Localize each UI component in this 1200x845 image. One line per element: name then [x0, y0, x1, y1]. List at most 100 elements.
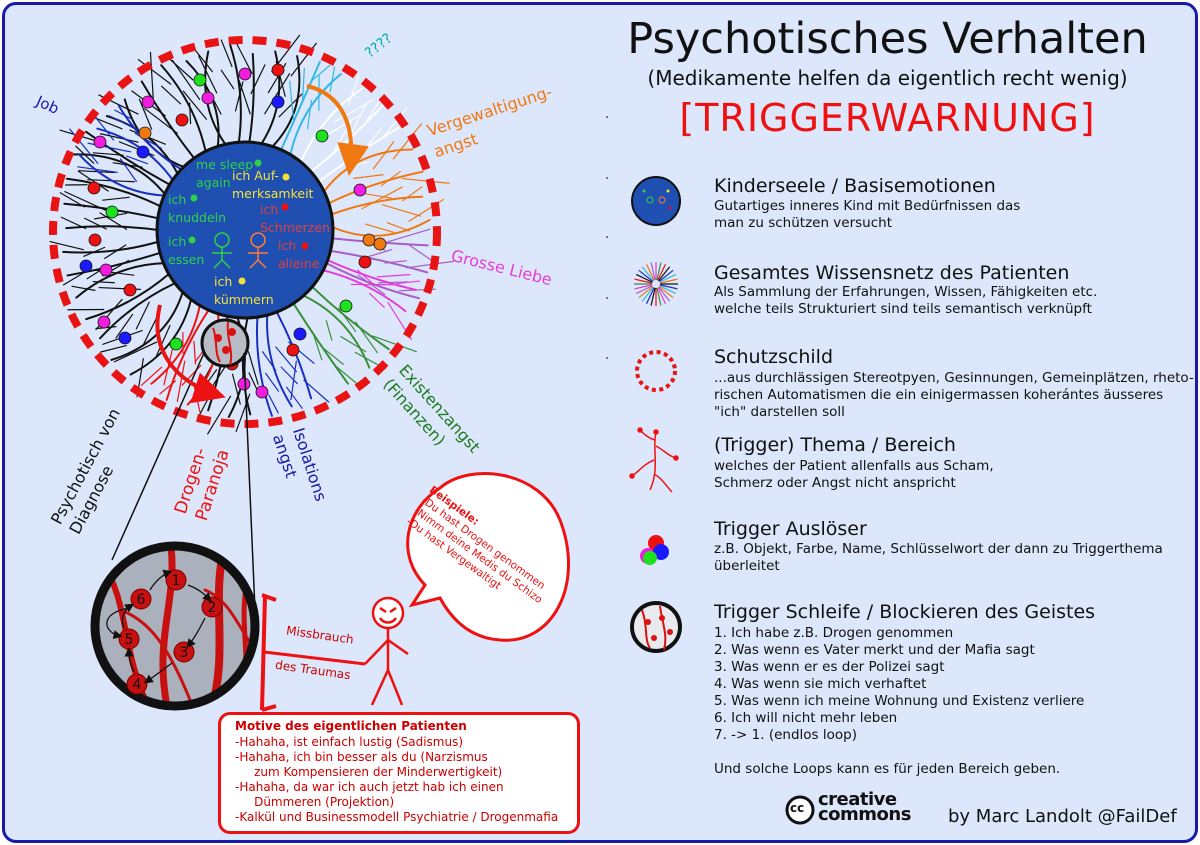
legend-title-3: Schutzschild [714, 346, 834, 368]
branch [92, 112, 115, 141]
branch [176, 360, 186, 403]
zoom-line-right [243, 352, 256, 611]
need-eat: ich essen [168, 234, 205, 267]
loop-node-label: 3 [180, 645, 189, 661]
branch [188, 102, 192, 125]
branch [233, 38, 253, 74]
branch [280, 366, 298, 385]
author-credit: by Marc Landolt @FailDef [948, 806, 1177, 827]
branch [268, 55, 301, 151]
motive-line: -Hahaha, ist einfach lustig (Sadismus) [235, 735, 464, 749]
abuse-line [263, 650, 366, 666]
branch [289, 80, 295, 122]
loop-node-label: 2 [208, 600, 217, 616]
trigger-dot [271, 95, 285, 109]
trigger-dot [362, 233, 376, 247]
motive-line: -Hahaha, da war ich auch jetzt hab ich e… [235, 780, 504, 794]
branch [62, 269, 88, 286]
branch [123, 98, 189, 170]
motive-line: -Hahaha, ich bin besser als du (Narzismu… [235, 750, 488, 764]
branch [329, 66, 336, 93]
branch [138, 98, 153, 130]
branch [142, 314, 159, 347]
branch [266, 314, 293, 408]
branch [355, 321, 379, 354]
branch [380, 170, 401, 187]
branch [113, 341, 158, 363]
branch [264, 73, 291, 115]
branch [325, 170, 424, 206]
branch [241, 316, 252, 416]
loop-node-label: 6 [137, 592, 146, 608]
trigger-dot [136, 145, 150, 159]
branch [247, 52, 255, 148]
trigger-dot [373, 237, 387, 251]
branch [60, 216, 87, 230]
branch [327, 249, 429, 274]
branch [165, 54, 194, 81]
branch [59, 192, 85, 208]
branch [292, 302, 349, 385]
branch [182, 90, 208, 120]
branch [306, 99, 313, 130]
trigger-dot [201, 91, 215, 105]
branch [140, 80, 198, 163]
branch [347, 74, 360, 106]
rape-trigger-arrow [306, 84, 369, 176]
cc-badge-icon: cc [790, 801, 805, 815]
trigger-dot [105, 205, 119, 219]
trigger-dot [169, 337, 183, 351]
branch [406, 243, 435, 263]
motive-line: -Kalkül und Businessmodell Psychiatrie /… [235, 810, 559, 824]
branch [85, 272, 171, 321]
trigger-dot [93, 135, 107, 149]
branch [325, 258, 417, 291]
branch [396, 280, 421, 285]
branch [229, 44, 242, 148]
branch [163, 349, 173, 386]
need-sleep: me sleep again [196, 157, 254, 190]
branch [250, 64, 266, 95]
branch [62, 240, 161, 254]
trigger-dot [315, 129, 329, 143]
branch [125, 155, 149, 165]
branch [75, 262, 166, 299]
branch [220, 39, 233, 68]
trigger-dot [97, 315, 111, 329]
legend-desc-3: ...aus durchlässigen Stereotpyen, Gesinn… [714, 370, 1194, 420]
need-alone: ich alleine [278, 238, 320, 271]
branch [278, 93, 303, 118]
trigger-loop-small [200, 318, 250, 368]
legend-desc-5: z.B. Objekt, Farbe, Name, Schlüsselwort … [714, 541, 1163, 574]
branch [405, 260, 455, 269]
trigger-loop-zoom-border [90, 541, 260, 711]
branch [350, 103, 367, 136]
need-care: ich kümmern [214, 274, 274, 307]
branch [353, 174, 384, 180]
branch [329, 218, 431, 237]
branch [325, 320, 333, 341]
branch [311, 330, 323, 361]
branch [268, 394, 279, 414]
branch [140, 366, 163, 386]
branch [248, 372, 259, 393]
branch [144, 107, 178, 134]
branch [49, 240, 85, 251]
branch [335, 366, 360, 386]
branch [92, 280, 116, 284]
trigger-dot [118, 331, 132, 345]
branch [69, 128, 99, 164]
branch [275, 346, 297, 373]
branch [261, 351, 277, 371]
trigger-loop-small-veins [212, 321, 236, 366]
trigger-loop-nodes: 1 2 3 4 5 6 [118, 569, 223, 695]
branch [357, 269, 376, 286]
legend-desc-1: Gutartiges inneres Kind mit Bedürfnissen… [714, 198, 1021, 231]
branch [385, 228, 431, 243]
deflection-shield [260, 593, 277, 712]
branch [324, 261, 420, 300]
branch [321, 269, 407, 313]
margin-dot [606, 297, 608, 299]
